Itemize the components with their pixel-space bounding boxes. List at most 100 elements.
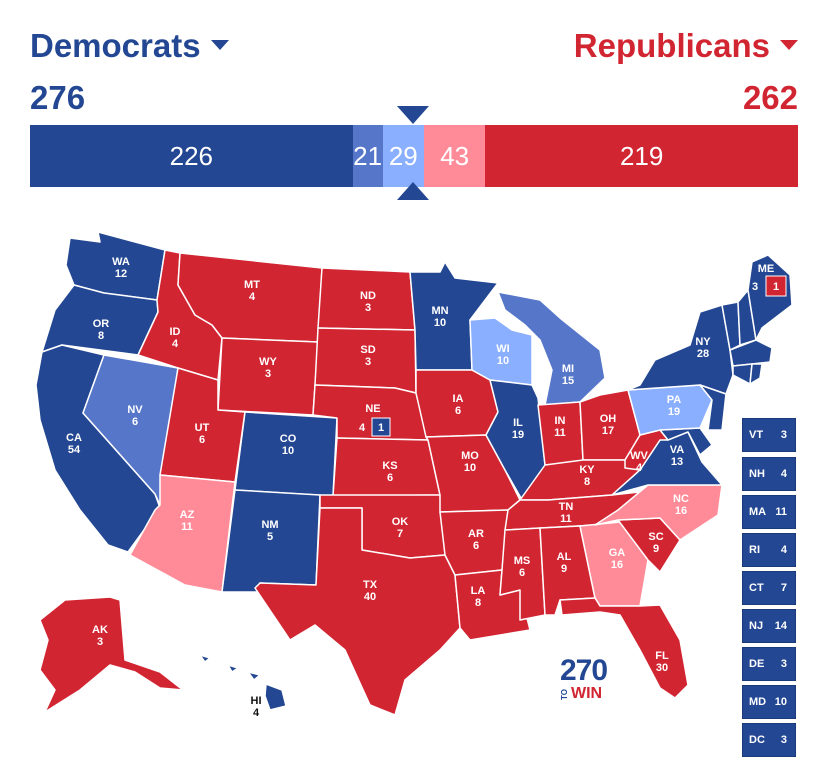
label-FL-ev: 30 [656,662,668,674]
small-state-CT[interactable]: CT 7 [742,571,796,605]
label-TX-ev: 40 [364,591,376,603]
label-MN-abbr: MN [431,305,448,317]
label-OR-abbr: OR [93,318,110,330]
label-HI-abbr: HI [251,695,262,707]
electoral-vote-bar: 226 21 29 43 219 [30,125,798,187]
label-MS-ev: 6 [519,567,525,579]
label-UT-abbr: UT [195,422,210,434]
label-LA-ev: 8 [475,597,481,609]
label-UT-ev: 6 [199,434,205,446]
democrats-dropdown[interactable]: Democrats [30,28,229,64]
state-TX[interactable] [254,507,461,716]
state-WI[interactable] [469,317,533,386]
bar-segment-safe-rep[interactable]: 219 [485,125,798,187]
small-state-abbr: DE [749,658,765,670]
state-NV[interactable] [82,354,179,506]
bar-segment-lean-dem[interactable]: 29 [382,125,424,187]
chevron-down-icon [780,40,798,51]
label-MI-abbr: MI [562,363,574,375]
small-state-MA[interactable]: MA 11 [742,495,796,529]
label-AL-abbr: AL [557,551,572,563]
label-IN-abbr: IN [555,415,566,427]
small-state-abbr: MA [749,506,767,518]
small-state-ev: 3 [780,658,787,670]
state-HI[interactable] [199,654,287,711]
small-state-abbr: DC [749,734,765,746]
small-state-DC[interactable]: DC 3 [742,723,796,757]
state-MN[interactable] [409,261,499,371]
label-IL-ev: 19 [512,429,524,441]
label-MS-abbr: MS [514,555,531,567]
label-AL-ev: 9 [561,563,567,575]
state-FL[interactable] [559,597,689,699]
republicans-label: Republicans [573,27,770,64]
small-state-VT[interactable]: VT 3 [742,418,796,452]
label-GA-ev: 16 [611,559,623,571]
small-state-NH[interactable]: NH 4 [742,457,796,491]
label-CO-ev: 10 [282,445,294,457]
maine-district-box[interactable] [765,275,787,297]
nebraska-district-box[interactable] [371,417,391,437]
state-CT[interactable] [732,363,753,385]
label-ND-abbr: ND [360,290,376,302]
democrats-total: 276 [30,79,86,116]
label-AR-abbr: AR [468,528,484,540]
state-NY[interactable] [627,304,734,395]
bar-segment-safe-dem[interactable]: 226 [30,125,353,187]
label-TN-ev: 11 [560,513,572,525]
bar-segment-likely-dem[interactable]: 21 [352,125,383,187]
label-IA-ev: 6 [455,405,461,417]
bar-segment-lean-rep[interactable]: 43 [423,125,486,187]
state-NC[interactable] [594,484,723,541]
label-NM-ev: 5 [267,531,273,543]
small-state-abbr: CT [749,582,764,594]
label-AR-ev: 6 [473,540,479,552]
label-OK-ev: 7 [397,528,403,540]
label-NM-abbr: NM [261,519,278,531]
state-NJ[interactable] [699,384,727,431]
state-AZ[interactable] [129,474,236,593]
logo-to: TO [560,689,569,700]
label-NV-abbr: NV [127,404,143,416]
state-labels: WA 12 OR 8 CA 54 NV 6 ID 4 MT 4 WY 3 UT … [66,256,774,719]
label-ID-ev: 4 [172,338,179,350]
label-KS-ev: 6 [387,472,393,484]
label-WA-abbr: WA [112,256,130,268]
state-RI[interactable] [749,363,763,385]
label-TN-abbr: TN [559,501,574,513]
label-NE-abbr: NE [365,403,380,415]
maine-district-ev: 1 [773,281,779,293]
republicans-total: 262 [742,79,798,116]
label-AZ-abbr: AZ [180,509,195,521]
small-state-ev: 4 [780,544,787,556]
small-state-abbr: NH [749,468,765,480]
nebraska-district-ev: 1 [378,422,384,434]
republicans-dropdown[interactable]: Republicans [574,28,798,64]
label-WY-abbr: WY [259,356,277,368]
label-ME-ev: 3 [752,281,758,293]
label-MO-abbr: MO [461,450,479,462]
label-AK-ev: 3 [97,636,103,648]
small-state-ev: 3 [780,734,787,746]
label-CA-ev: 54 [68,444,81,456]
label-NV-ev: 6 [132,416,138,428]
label-OR-ev: 8 [98,330,104,342]
label-VA-abbr: VA [670,444,685,456]
label-KY-ev: 8 [584,476,590,488]
small-state-DE[interactable]: DE 3 [742,647,796,681]
state-MA[interactable] [729,339,773,367]
small-state-abbr: NJ [749,620,764,632]
label-KY-abbr: KY [579,464,595,476]
small-state-MD[interactable]: MD 10 [742,685,796,719]
label-CA-abbr: CA [66,432,82,444]
small-state-NJ[interactable]: NJ 14 [742,609,796,643]
label-MT-ev: 4 [249,291,256,303]
small-state-ev: 14 [774,620,787,632]
label-MT-abbr: MT [244,279,260,291]
small-state-ev: 4 [780,468,787,480]
label-SD-ev: 3 [365,356,371,368]
state-AK[interactable] [39,596,184,713]
small-state-RI[interactable]: RI 4 [742,533,796,567]
label-GA-abbr: GA [609,547,626,559]
